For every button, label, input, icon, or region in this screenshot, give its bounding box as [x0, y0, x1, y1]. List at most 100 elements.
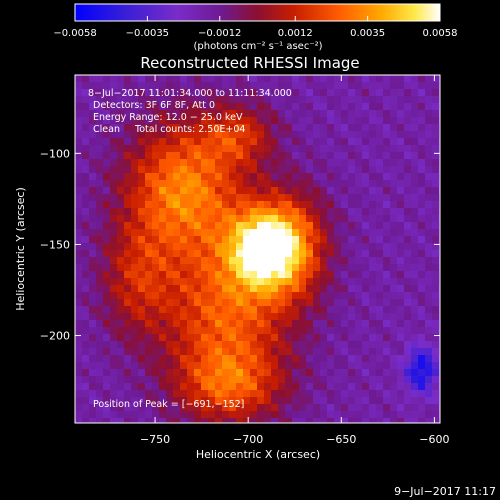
- heatmap-cell: [278, 271, 285, 278]
- heatmap-cell: [152, 215, 159, 222]
- heatmap-cell: [313, 334, 320, 341]
- heatmap-cell: [75, 404, 82, 411]
- heatmap-cell: [278, 82, 285, 89]
- heatmap-cell: [376, 215, 383, 222]
- heatmap-cell: [397, 194, 404, 201]
- heatmap-cell: [201, 145, 208, 152]
- heatmap-cell: [138, 215, 145, 222]
- heatmap-cell: [362, 215, 369, 222]
- heatmap-cell: [229, 334, 236, 341]
- heatmap-cell: [397, 201, 404, 208]
- heatmap-cell: [229, 110, 236, 117]
- heatmap-cell: [152, 383, 159, 390]
- heatmap-cell: [103, 411, 110, 418]
- heatmap-cell: [117, 334, 124, 341]
- heatmap-cell: [166, 341, 173, 348]
- heatmap-cell: [376, 376, 383, 383]
- heatmap-cell: [145, 264, 152, 271]
- heatmap-cell: [124, 222, 131, 229]
- heatmap-cell: [278, 250, 285, 257]
- heatmap-cell: [180, 180, 187, 187]
- heatmap-cell: [89, 383, 96, 390]
- heatmap-cell: [138, 166, 145, 173]
- heatmap-cell: [229, 285, 236, 292]
- heatmap-cell: [411, 369, 418, 376]
- heatmap-cell: [327, 89, 334, 96]
- heatmap-cell: [166, 278, 173, 285]
- heatmap-cell: [166, 166, 173, 173]
- heatmap-cell: [208, 292, 215, 299]
- heatmap-cell: [131, 264, 138, 271]
- heatmap-cell: [187, 215, 194, 222]
- heatmap-cell: [201, 138, 208, 145]
- heatmap-cell: [334, 124, 341, 131]
- heatmap-cell: [103, 152, 110, 159]
- heatmap-cell: [390, 320, 397, 327]
- heatmap-cell: [355, 390, 362, 397]
- heatmap-cell: [320, 306, 327, 313]
- heatmap-cell: [131, 397, 138, 404]
- heatmap-cell: [271, 257, 278, 264]
- heatmap-cell: [299, 383, 306, 390]
- heatmap-cell: [145, 208, 152, 215]
- heatmap-cell: [152, 243, 159, 250]
- heatmap-cell: [243, 285, 250, 292]
- heatmap-cell: [369, 313, 376, 320]
- heatmap-cell: [236, 236, 243, 243]
- heatmap-cell: [418, 271, 425, 278]
- heatmap-cell: [75, 75, 82, 82]
- heatmap-cell: [341, 390, 348, 397]
- heatmap-cell: [89, 152, 96, 159]
- heatmap-cell: [180, 131, 187, 138]
- heatmap-cell: [383, 145, 390, 152]
- heatmap-cell: [306, 131, 313, 138]
- heatmap-cell: [369, 103, 376, 110]
- heatmap-cell: [397, 397, 404, 404]
- heatmap-cell: [243, 236, 250, 243]
- heatmap-cell: [404, 124, 411, 131]
- heatmap-cell: [145, 390, 152, 397]
- heatmap-cell: [411, 376, 418, 383]
- heatmap-cell: [264, 89, 271, 96]
- heatmap-cell: [194, 271, 201, 278]
- heatmap-cell: [292, 145, 299, 152]
- heatmap-cell: [236, 348, 243, 355]
- heatmap-cell: [152, 257, 159, 264]
- heatmap-cell: [159, 166, 166, 173]
- heatmap-cell: [166, 376, 173, 383]
- heatmap-cell: [194, 355, 201, 362]
- heatmap-cell: [236, 166, 243, 173]
- heatmap-cell: [173, 124, 180, 131]
- heatmap-cell: [138, 152, 145, 159]
- heatmap-cell: [425, 131, 432, 138]
- heatmap-cell: [292, 117, 299, 124]
- heatmap-cell: [82, 187, 89, 194]
- heatmap-cell: [264, 250, 271, 257]
- heatmap-cell: [397, 264, 404, 271]
- heatmap-cell: [390, 341, 397, 348]
- heatmap-cell: [432, 327, 439, 334]
- heatmap-cell: [110, 285, 117, 292]
- heatmap-cell: [173, 208, 180, 215]
- heatmap-cell: [341, 173, 348, 180]
- heatmap-cell: [285, 348, 292, 355]
- heatmap-cell: [369, 369, 376, 376]
- heatmap-cell: [425, 110, 432, 117]
- heatmap-cell: [180, 75, 187, 82]
- heatmap-cell: [397, 103, 404, 110]
- heatmap-cell: [75, 173, 82, 180]
- heatmap-cell: [376, 124, 383, 131]
- heatmap-cell: [201, 215, 208, 222]
- heatmap-cell: [369, 208, 376, 215]
- heatmap-cell: [425, 103, 432, 110]
- heatmap-cell: [222, 355, 229, 362]
- heatmap-cell: [103, 166, 110, 173]
- heatmap-cell: [292, 166, 299, 173]
- heatmap-cell: [257, 110, 264, 117]
- heatmap-cell: [208, 208, 215, 215]
- heatmap-cell: [341, 194, 348, 201]
- heatmap-cell: [362, 299, 369, 306]
- heatmap-cell: [341, 75, 348, 82]
- heatmap-cell: [103, 180, 110, 187]
- heatmap-cell: [124, 320, 131, 327]
